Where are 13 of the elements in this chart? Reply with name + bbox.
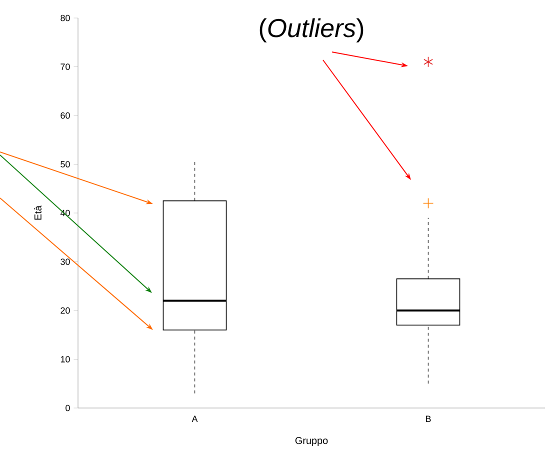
y-tick-label: 0 [66,404,70,412]
x-tick-label: B [426,416,431,422]
y-tick-label: 10 [60,356,70,362]
y-tick-label: 70 [60,64,70,70]
x-axis-title: Gruppo [295,437,328,446]
y-tick-label: 30 [60,258,70,265]
y-tick-label: 60 [60,112,70,119]
x-tick-label: A [192,416,198,422]
chart-title: (Outliers) [260,18,364,42]
y-axis-title: Età [34,206,42,220]
y-tick-label: 20 [60,307,70,314]
y-tick-label: 50 [60,161,70,168]
y-tick-label: 80 [60,14,70,22]
